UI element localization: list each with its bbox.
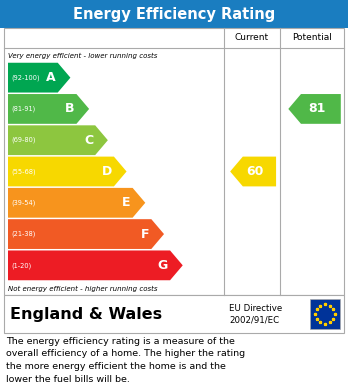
Bar bbox=[4, 295, 344, 333]
Text: Current: Current bbox=[235, 34, 269, 43]
Bar bbox=[4, 28, 344, 295]
Bar bbox=[0, 0, 348, 28]
Text: England & Wales: England & Wales bbox=[10, 307, 162, 321]
Text: (21-38): (21-38) bbox=[11, 231, 35, 237]
Text: (92-100): (92-100) bbox=[11, 74, 40, 81]
Text: Energy Efficiency Rating: Energy Efficiency Rating bbox=[73, 7, 275, 22]
Text: 81: 81 bbox=[308, 102, 325, 115]
Bar bbox=[310, 299, 340, 329]
Polygon shape bbox=[8, 219, 164, 249]
Polygon shape bbox=[288, 94, 341, 124]
Text: E: E bbox=[122, 196, 130, 209]
Text: Not energy efficient - higher running costs: Not energy efficient - higher running co… bbox=[8, 285, 158, 292]
Polygon shape bbox=[8, 94, 89, 124]
Text: F: F bbox=[141, 228, 149, 240]
Text: (55-68): (55-68) bbox=[11, 168, 35, 175]
Text: Potential: Potential bbox=[292, 34, 332, 43]
Text: EU Directive
2002/91/EC: EU Directive 2002/91/EC bbox=[229, 303, 282, 325]
Polygon shape bbox=[8, 251, 183, 280]
Text: B: B bbox=[65, 102, 74, 115]
Polygon shape bbox=[8, 126, 108, 155]
Text: (69-80): (69-80) bbox=[11, 137, 35, 143]
Text: 60: 60 bbox=[246, 165, 264, 178]
Text: The energy efficiency rating is a measure of the
overall efficiency of a home. T: The energy efficiency rating is a measur… bbox=[6, 337, 245, 384]
Text: G: G bbox=[158, 259, 168, 272]
Text: (1-20): (1-20) bbox=[11, 262, 31, 269]
Polygon shape bbox=[8, 188, 145, 218]
Polygon shape bbox=[8, 157, 127, 187]
Text: D: D bbox=[102, 165, 112, 178]
Text: (81-91): (81-91) bbox=[11, 106, 35, 112]
Text: C: C bbox=[84, 134, 93, 147]
Polygon shape bbox=[8, 63, 70, 93]
Text: A: A bbox=[46, 71, 56, 84]
Polygon shape bbox=[230, 157, 276, 187]
Text: (39-54): (39-54) bbox=[11, 199, 35, 206]
Text: Very energy efficient - lower running costs: Very energy efficient - lower running co… bbox=[8, 52, 157, 59]
